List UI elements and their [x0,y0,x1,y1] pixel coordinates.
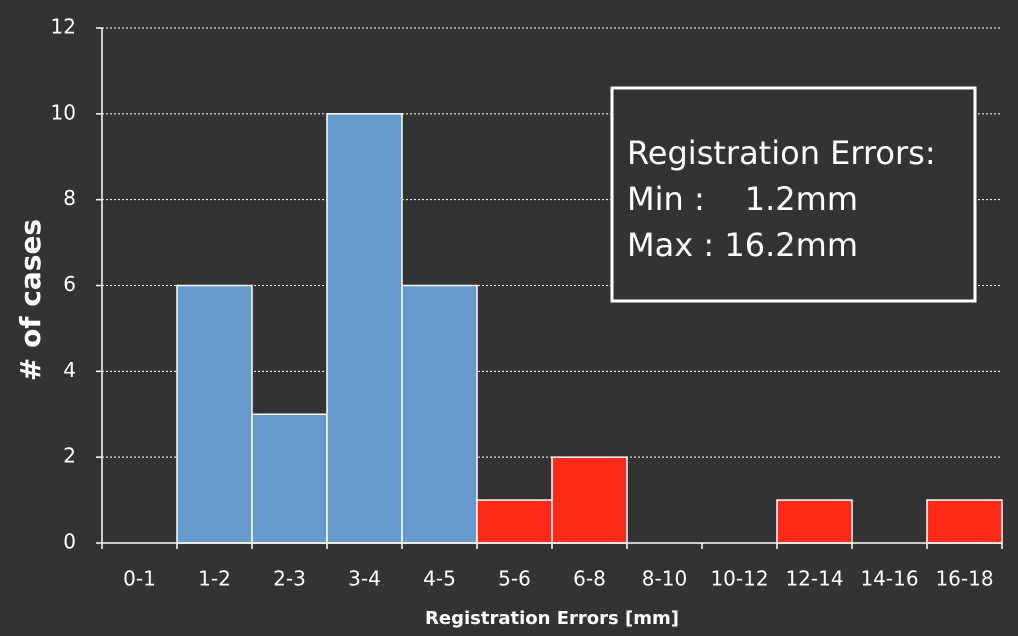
x-tick-label: 12-14 [785,567,843,591]
y-tick-label: 12 [51,15,76,39]
bar [551,456,628,544]
x-tick-label: 10-12 [710,567,768,591]
x-tick-label: 8-10 [642,567,687,591]
x-tick-label: 6-8 [573,567,606,591]
annotation-value: 1.2mm [745,180,858,218]
annotation-label: Min : [627,180,705,218]
x-tick-label: 5-6 [498,567,531,591]
x-axis-label: Registration Errors [mm] [425,608,679,629]
annotation-title: Registration Errors: [627,134,936,172]
x-tick-label: 16-18 [935,567,993,591]
x-tick-label: 14-16 [860,567,918,591]
y-tick-label: 6 [63,272,76,296]
y-tick-label: 0 [63,530,76,554]
bar [926,499,1003,544]
bar [401,284,478,544]
x-tick-label: 2-3 [273,567,306,591]
x-tick-label: 0-1 [123,567,156,591]
annotation-label: Max : [627,226,714,264]
bar [476,499,553,544]
y-axis-label: # of cases [14,219,47,381]
annotation-box [610,86,977,303]
x-tick-label: 1-2 [198,567,231,591]
x-tick-label: 3-4 [348,567,381,591]
y-tick-label: 4 [63,358,76,382]
y-tick-label: 10 [51,100,76,124]
y-tick-label: 2 [63,444,76,468]
bar [176,284,253,544]
x-tick-label: 4-5 [423,567,456,591]
bar [776,499,853,544]
y-tick-label: 8 [63,186,76,210]
bar [326,113,403,544]
annotation-value: 16.2mm [724,226,858,264]
bar [251,413,328,544]
